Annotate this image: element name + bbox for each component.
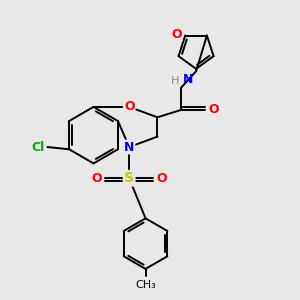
Text: N: N (183, 73, 193, 86)
Text: H: H (171, 76, 180, 86)
Text: CH₃: CH₃ (135, 280, 156, 290)
Text: O: O (157, 172, 167, 185)
Text: O: O (208, 103, 219, 116)
Text: Cl: Cl (32, 140, 45, 154)
Text: O: O (172, 28, 182, 40)
Text: S: S (124, 171, 134, 185)
Text: N: N (124, 140, 134, 154)
Text: O: O (91, 172, 102, 185)
Text: O: O (124, 100, 134, 113)
